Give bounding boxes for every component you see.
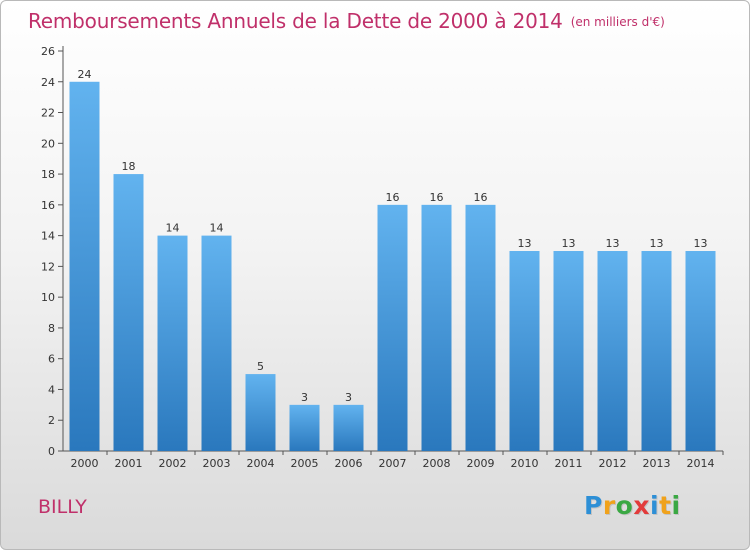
data-label: 18 <box>122 160 136 173</box>
bar-2001 <box>113 174 144 452</box>
bar-2004 <box>245 374 276 451</box>
bar-2007 <box>377 204 408 451</box>
bar-2000 <box>69 81 100 452</box>
data-label: 13 <box>650 237 664 250</box>
x-tick-label: 2001 <box>115 457 143 470</box>
x-tick-label: 2002 <box>159 457 187 470</box>
y-tick-label: 6 <box>48 353 55 366</box>
bar-2013 <box>641 251 672 451</box>
bar-2010 <box>509 251 540 451</box>
logo-letter: i <box>671 491 681 520</box>
bar-2006 <box>333 404 364 451</box>
x-tick-label: 2009 <box>467 457 495 470</box>
y-tick-label: 20 <box>41 137 55 150</box>
y-tick-label: 4 <box>48 383 55 396</box>
x-axis: 2000 2001 2002 2003 2004 2005 2006 2007 2008 2009… <box>63 450 724 470</box>
y-tick-label: 18 <box>41 168 55 181</box>
data-label: 14 <box>166 222 180 235</box>
x-tick-label: 2006 <box>335 457 363 470</box>
x-tick-label: 2007 <box>379 457 407 470</box>
data-labels: 24 18 14 14 5 3 3 16 16 16 13 13 13 13 13 <box>78 68 708 404</box>
bar-2012 <box>597 251 628 451</box>
logo-letter: r <box>602 491 616 520</box>
data-label: 16 <box>474 191 488 204</box>
chart-title: Remboursements Annuels de la Dette de 20… <box>28 9 563 33</box>
x-tick-label: 2000 <box>71 457 99 470</box>
logo-letter: P <box>584 491 603 520</box>
y-tick-label: 24 <box>41 76 55 89</box>
y-tick-label: 2 <box>48 414 55 427</box>
data-label: 13 <box>562 237 576 250</box>
data-label: 14 <box>210 222 224 235</box>
data-label: 3 <box>301 391 308 404</box>
x-tick-label: 2003 <box>203 457 231 470</box>
x-tick-label: 2014 <box>687 457 715 470</box>
data-label: 5 <box>257 360 264 373</box>
x-tick-label: 2005 <box>291 457 319 470</box>
data-label: 16 <box>386 191 400 204</box>
x-tick-label: 2008 <box>423 457 451 470</box>
data-label: 13 <box>694 237 708 250</box>
bar-2014 <box>685 251 716 451</box>
y-tick-label: 8 <box>48 322 55 335</box>
bar-2008 <box>421 204 452 451</box>
data-label: 13 <box>606 237 620 250</box>
logo-letter: t <box>659 491 672 520</box>
bar-2005 <box>289 404 320 451</box>
data-label: 16 <box>430 191 444 204</box>
y-tick-label: 14 <box>41 230 55 243</box>
y-tick-label: 10 <box>41 291 55 304</box>
x-tick-label: 2013 <box>643 457 671 470</box>
y-tick-label: 26 <box>41 45 55 58</box>
y-tick-label: 0 <box>48 445 55 458</box>
bar-2003 <box>201 235 232 451</box>
data-label: 3 <box>345 391 352 404</box>
logo-letter: x <box>633 491 650 520</box>
commune-name: BILLY <box>38 496 87 518</box>
bars <box>69 81 716 452</box>
title-line: Remboursements Annuels de la Dette de 20… <box>28 9 665 33</box>
bar-2002 <box>157 235 188 451</box>
proxiti-logo[interactable]: Proxiti <box>584 491 681 520</box>
y-tick-label: 22 <box>41 107 55 120</box>
x-tick-label: 2012 <box>599 457 627 470</box>
x-tick-label: 2011 <box>555 457 583 470</box>
data-label: 24 <box>78 68 92 81</box>
y-tick-label: 16 <box>41 199 55 212</box>
bar-2011 <box>553 251 584 451</box>
y-tick-label: 12 <box>41 260 55 273</box>
data-label: 13 <box>518 237 532 250</box>
chart-subtitle: (en milliers d'€) <box>570 15 665 29</box>
bar-2009 <box>465 204 496 451</box>
logo-letter: i <box>650 491 660 520</box>
logo-letter: o <box>615 491 634 520</box>
x-tick-label: 2004 <box>247 457 275 470</box>
x-tick-label: 2010 <box>511 457 539 470</box>
